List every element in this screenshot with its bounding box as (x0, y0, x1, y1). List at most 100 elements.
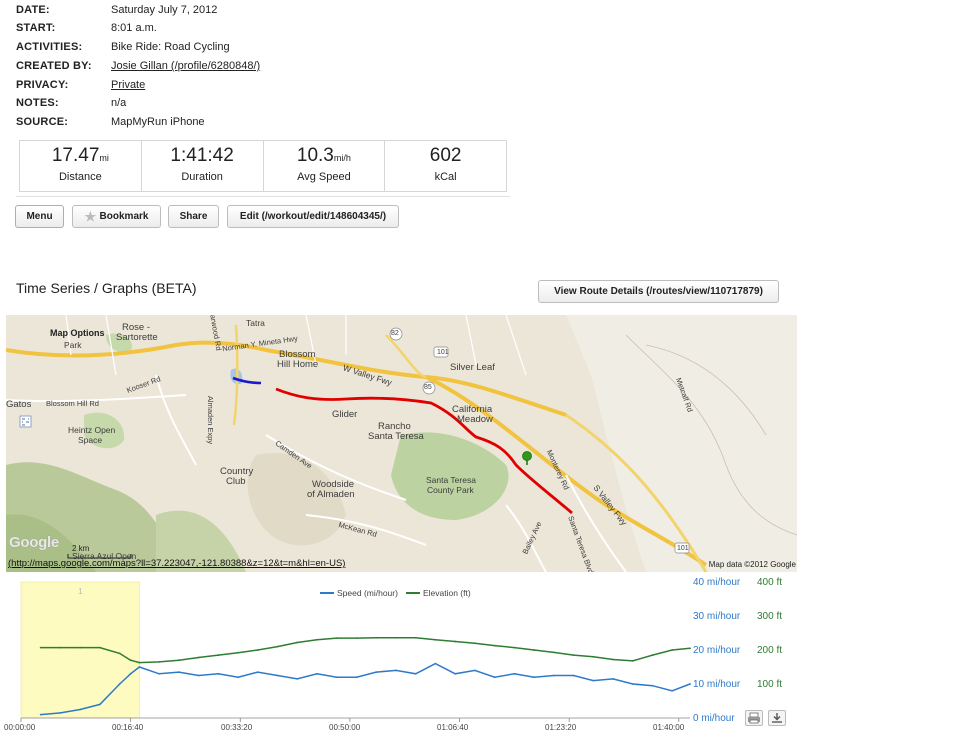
x-tick-label: 01:23:20 (545, 723, 577, 732)
map-label: Blossom (279, 349, 316, 360)
stat-label: Distance (58, 171, 102, 183)
speed-point (375, 671, 378, 673)
map-scale-label: 2 km (72, 544, 90, 553)
elevation-point (671, 649, 674, 651)
detail-label: CREATED BY: (16, 60, 92, 72)
stat-label: kCal (434, 171, 457, 183)
elevation-point (99, 646, 101, 649)
y-right-tick: 200 ft (757, 645, 783, 656)
graphs-title: Time Series / Graphs (BETA) (16, 280, 197, 296)
speed-point (276, 674, 279, 677)
elevation-point (689, 647, 691, 650)
stat-avg-speed: 10.3mi/h Avg Speed (264, 141, 386, 191)
stat-kcal: 602 kCal (385, 141, 506, 191)
detail-value: Bike Ride: Road Cycling (111, 41, 230, 53)
map-label: Woodside (312, 479, 355, 490)
y-right-tick: 300 ft (757, 611, 783, 622)
speed-point (434, 662, 437, 665)
map-label: Meadow (457, 414, 493, 425)
creator-profile-link[interactable]: Josie Gillan (/profile/6280848/) (111, 60, 261, 72)
elevation-point (493, 644, 496, 647)
elevation-point (79, 646, 82, 649)
map-label: Rancho (378, 421, 411, 432)
map-label: 101 (437, 349, 449, 356)
elevation-point (454, 640, 457, 643)
speed-point (631, 683, 634, 685)
elevation-point (237, 651, 240, 654)
y-right-tick: 100 ft (757, 679, 783, 690)
detail-value: n/a (111, 97, 127, 109)
map-attribution: Map data ©2012 Google (708, 560, 796, 569)
speed-point (118, 683, 121, 685)
stat-value-row: 1:41:42 (142, 145, 263, 167)
elevation-point (592, 655, 595, 658)
speed-point (572, 674, 575, 677)
view-route-details-button[interactable]: View Route Details (/routes/view/1107178… (538, 280, 779, 303)
speed-point (197, 674, 200, 677)
speed-point (474, 669, 476, 672)
stat-label: Avg Speed (297, 171, 351, 183)
download-icon[interactable] (768, 710, 786, 726)
speed-point (651, 684, 654, 687)
elevation-point (39, 646, 42, 649)
speed-point (237, 676, 240, 679)
privacy-link[interactable]: Private (111, 79, 146, 91)
share-button[interactable]: Share (168, 205, 219, 228)
map-label: Country (220, 466, 254, 477)
elevation-point (335, 637, 338, 639)
speed-point (99, 703, 101, 706)
selection-highlight (20, 581, 140, 719)
elevation-point (375, 636, 378, 639)
elevation-point (434, 638, 437, 641)
bookmark-label: Bookmark (99, 211, 149, 222)
menu-button[interactable]: Menu (15, 205, 64, 228)
print-icon[interactable] (745, 710, 763, 726)
speed-point (178, 671, 180, 673)
edit-workout-button[interactable]: Edit (/workout/edit/148604345/) (227, 205, 399, 228)
legend-speed-label: Speed (mi/hour) (337, 588, 398, 598)
google-logo: Google (9, 534, 59, 551)
speed-point (454, 672, 457, 675)
route-map[interactable]: Map Options Rose - Sartorette Park Tatra… (6, 315, 797, 572)
bookmark-button[interactable]: ★ Bookmark (72, 205, 161, 228)
stat-value: 10.3 (296, 145, 334, 166)
detail-value: Saturday July 7, 2012 (111, 4, 218, 16)
elevation-point (414, 636, 417, 639)
chart-legend: Speed (mi/hour) Elevation (ft) (320, 588, 471, 598)
elevation-point (217, 654, 220, 656)
elevation-point (355, 637, 358, 639)
speed-point (533, 676, 535, 679)
elevation-point (651, 654, 654, 656)
elevation-point (513, 646, 516, 649)
speed-point (592, 679, 595, 682)
map-label: 82 (391, 330, 399, 337)
map-label: Sartorette (116, 332, 158, 343)
speed-point (256, 671, 259, 673)
elevation-point (296, 641, 299, 644)
elevation-point (276, 645, 279, 648)
legend-elevation-label: Elevation (ft) (422, 588, 471, 598)
speed-point (316, 672, 318, 675)
map-label: Gatos (6, 399, 32, 410)
elevation-point (395, 636, 397, 639)
speed-point (79, 708, 82, 711)
detail-label: PRIVACY: (16, 79, 69, 91)
elevation-point (118, 652, 121, 655)
map-options-button[interactable]: Map Options (50, 328, 105, 338)
detail-label: SOURCE: (16, 116, 69, 128)
workout-stats: 17.47mi Distance 1:41:42 Duration 10.3mi… (19, 140, 507, 192)
stat-value: 1:41:42 (170, 145, 234, 166)
speed-point (335, 676, 338, 679)
google-maps-link[interactable]: (http://maps.google.com/maps?ll=37.22304… (8, 558, 346, 569)
stat-value-row: 602 (385, 145, 506, 167)
elevation-point (59, 646, 62, 649)
map-label: Blossom Hill Rd (46, 399, 99, 408)
elevation-point (533, 649, 535, 651)
stat-value-row: 17.47mi (20, 145, 141, 167)
star-icon: ★ (84, 209, 97, 224)
speed-point (689, 683, 691, 685)
speed-point (612, 678, 614, 680)
time-series-chart[interactable]: 1 (0, 572, 800, 733)
stat-value: 17.47 (51, 145, 100, 166)
elevation-point (631, 660, 634, 662)
